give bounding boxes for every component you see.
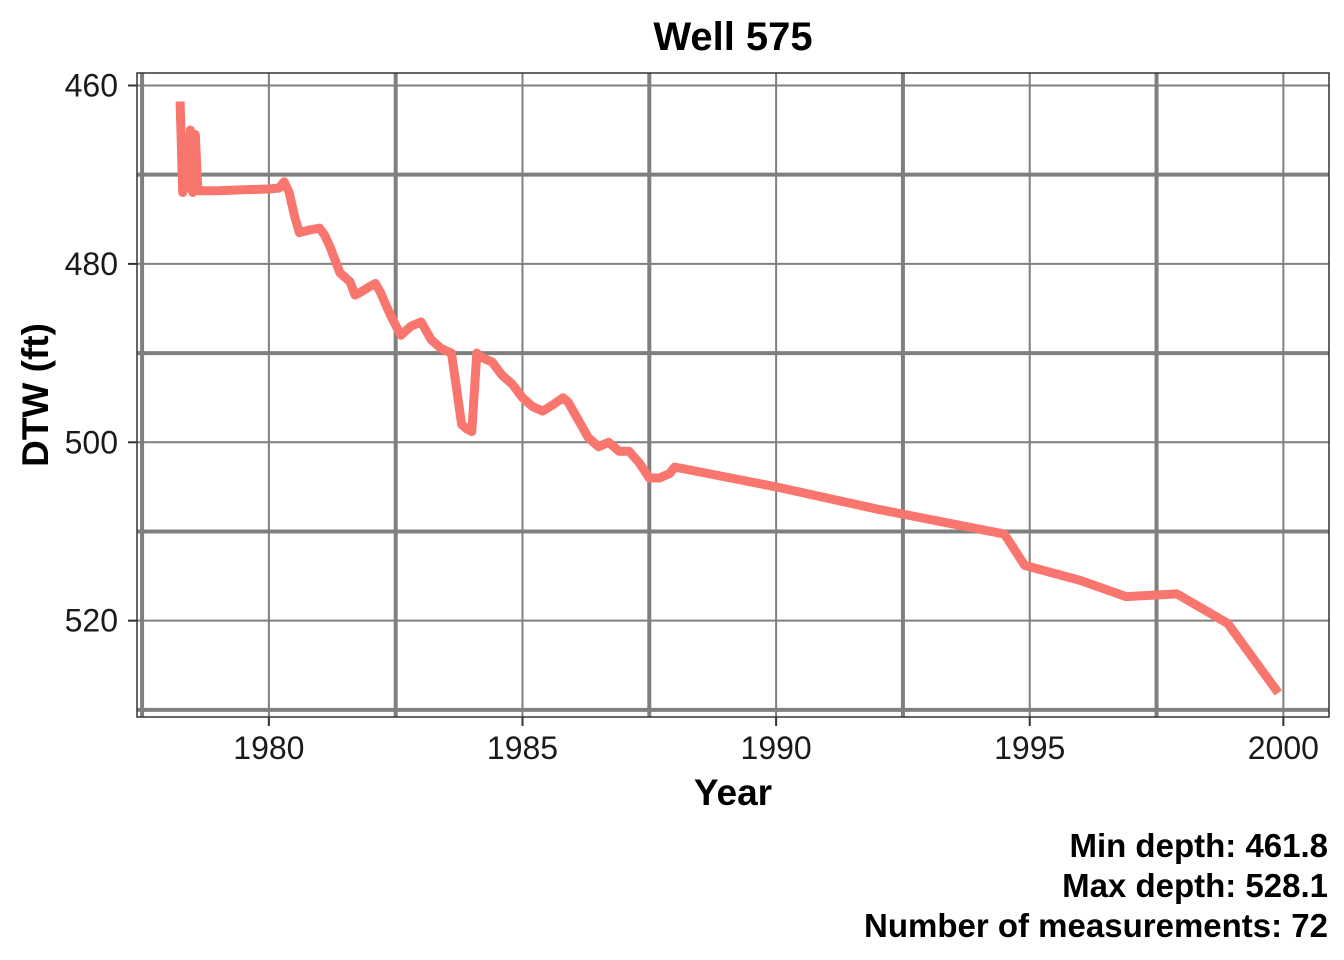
- x-axis-label: Year: [694, 772, 772, 813]
- x-tick-label: 1980: [233, 730, 304, 766]
- y-tick-label: 480: [65, 246, 118, 282]
- axes: 1980 1985 1990 1995 2000 460 480 500 520: [65, 67, 1319, 766]
- x-tick-label: 1995: [994, 730, 1065, 766]
- grid: [137, 73, 1329, 717]
- x-tick-label: 2000: [1248, 730, 1319, 766]
- series-layer: [175, 101, 1282, 696]
- min-depth-caption: Min depth: 461.8: [1069, 827, 1328, 864]
- x-tick-label: 1990: [741, 730, 812, 766]
- x-tick-label: 1985: [487, 730, 558, 766]
- measurement-count-caption: Number of measurements: 72: [864, 907, 1328, 944]
- y-axis-label: DTW (ft): [15, 323, 56, 467]
- chart-title: Well 575: [653, 15, 812, 59]
- y-tick-label: 460: [65, 67, 118, 103]
- y-tick-label: 500: [65, 424, 118, 460]
- max-depth-caption: Max depth: 528.1: [1062, 867, 1328, 904]
- dtw-series-line: [175, 101, 1282, 696]
- panel-border: [136, 72, 1330, 718]
- y-tick-label: 520: [65, 603, 118, 639]
